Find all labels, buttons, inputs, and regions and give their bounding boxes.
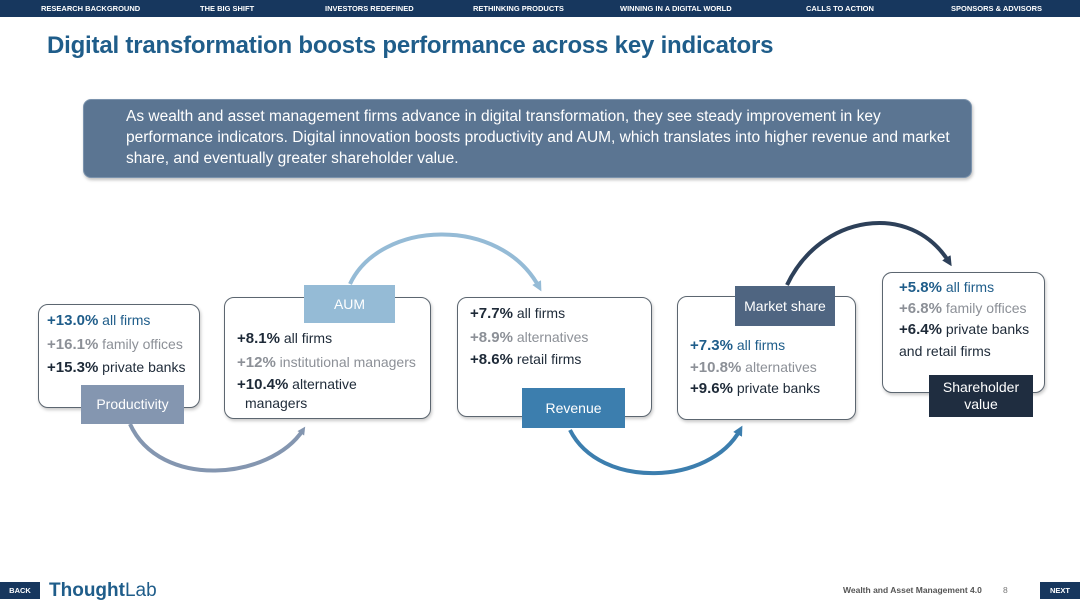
productivity-stat-1: +13.0% all firms — [47, 312, 151, 329]
summary-callout: As wealth and asset management firms adv… — [83, 99, 972, 178]
arrow-productivity-to-aum — [128, 423, 306, 473]
shareholder-card: +5.8% all firms +6.8% family offices +6.… — [882, 272, 1045, 393]
aum-stat-4: managers — [245, 395, 308, 411]
productivity-stat-2: +16.1% family offices — [47, 336, 183, 353]
top-nav: RESEARCH BACKGROUND THE BIG SHIFT INVEST… — [0, 0, 1080, 17]
report-name: Wealth and Asset Management 4.0 — [843, 585, 982, 595]
arrow-revenue-to-market-share — [568, 425, 743, 476]
nav-the-big-shift[interactable]: THE BIG SHIFT — [200, 4, 255, 13]
shareholder-stat-1: +5.8% all firms — [899, 279, 995, 296]
back-button[interactable]: BACK — [0, 582, 40, 599]
nav-sponsors-advisors[interactable]: SPONSORS & ADVISORS — [951, 4, 1042, 13]
revenue-label: Revenue — [522, 388, 625, 428]
revenue-stat-1: +7.7% all firms — [470, 305, 566, 322]
market-share-stat-1: +7.3% all firms — [690, 337, 786, 354]
shareholder-stat-4: and retail firms — [899, 343, 991, 359]
aum-stat-2: +12% institutional managers — [237, 354, 416, 371]
nav-rethinking-products[interactable]: RETHINKING PRODUCTS — [473, 4, 564, 13]
shareholder-stat-3: +6.4% private banks — [899, 321, 1030, 338]
revenue-stat-2: +8.9% alternatives — [470, 329, 589, 346]
shareholder-stat-2: +6.8% family offices — [899, 300, 1027, 317]
arrow-market-share-to-shareholder — [785, 220, 952, 286]
nav-investors-redefined[interactable]: INVESTORS REDEFINED — [325, 4, 414, 13]
next-button[interactable]: NEXT — [1040, 582, 1080, 599]
market-share-stat-3: +9.6% private banks — [690, 380, 821, 397]
market-share-stat-2: +10.8% alternatives — [690, 359, 817, 376]
nav-research-background[interactable]: RESEARCH BACKGROUND — [41, 4, 141, 13]
market-share-label: Market share — [735, 286, 835, 326]
nav-winning-in-a-digital-world[interactable]: WINNING IN A DIGITAL WORLD — [620, 4, 732, 13]
thoughtlab-logo: ThoughtLab — [49, 580, 157, 601]
aum-label: AUM — [304, 285, 395, 323]
productivity-stat-3: +15.3% private banks — [47, 359, 186, 376]
summary-text: As wealth and asset management firms adv… — [126, 108, 950, 167]
nav-calls-to-action[interactable]: CALLS TO ACTION — [806, 4, 874, 13]
productivity-label: Productivity — [81, 385, 184, 424]
aum-stat-3: +10.4% alternative — [237, 376, 357, 393]
aum-stat-1: +8.1% all firms — [237, 330, 333, 347]
shareholder-label: Shareholder value — [929, 375, 1033, 417]
page-number: 8 — [1003, 585, 1008, 595]
revenue-stat-3: +8.6% retail firms — [470, 351, 582, 368]
page-title: Digital transformation boosts performanc… — [47, 32, 774, 59]
arrow-aum-to-revenue — [348, 232, 542, 292]
